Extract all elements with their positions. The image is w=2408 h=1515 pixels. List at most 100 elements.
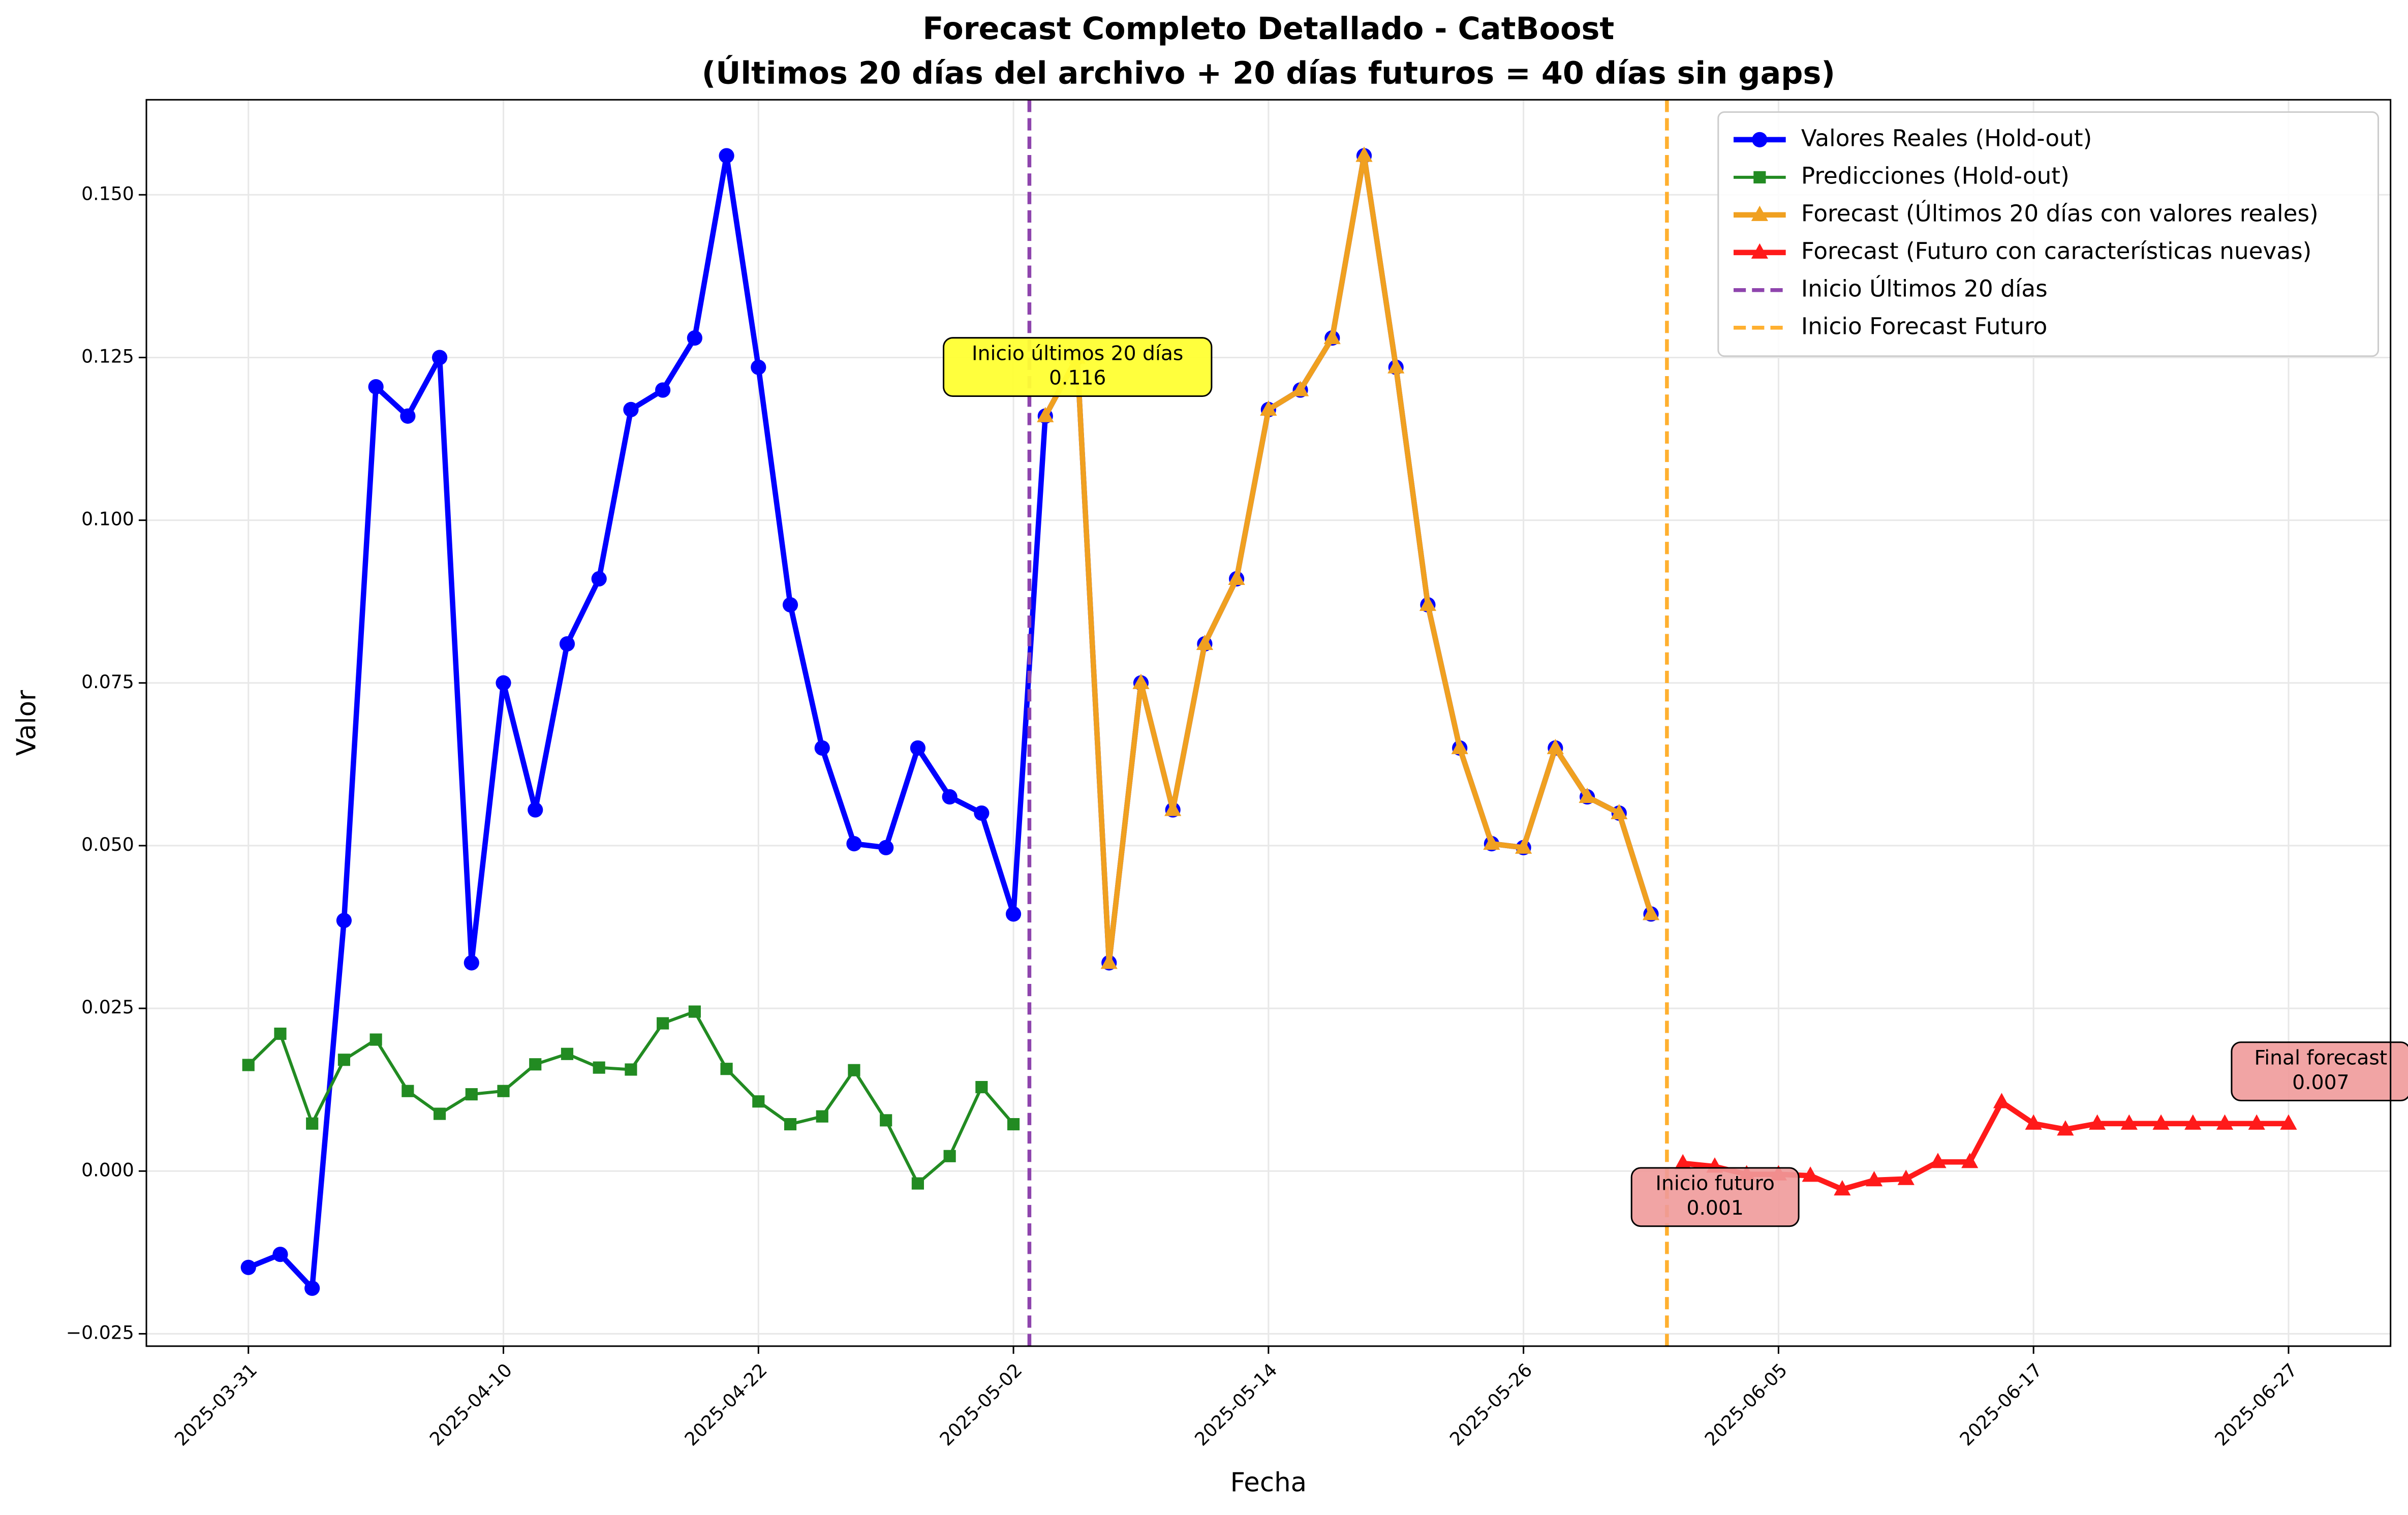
data-point	[1323, 328, 1341, 345]
data-point	[1228, 569, 1245, 585]
data-point	[974, 805, 990, 821]
legend-label: Forecast (Futuro con características nue…	[1801, 237, 2311, 264]
chart-title: Forecast Completo Detallado - CatBoost	[922, 11, 1614, 47]
data-point	[431, 350, 448, 365]
y-tick-label: 0.150	[81, 182, 134, 204]
data-point	[1100, 953, 1118, 969]
y-tick-label: 0.075	[81, 671, 134, 693]
data-point	[1515, 838, 1532, 854]
annotation-box	[943, 337, 1213, 397]
annotation-box	[1630, 1167, 1800, 1227]
legend-marker	[1751, 243, 1768, 259]
legend-box	[1717, 111, 2380, 357]
data-point	[880, 1114, 892, 1127]
data-point	[816, 1110, 828, 1123]
data-point	[274, 1027, 287, 1040]
data-point	[242, 1059, 255, 1071]
plot-frame	[145, 99, 2392, 1347]
data-point	[337, 1054, 350, 1066]
data-point	[2248, 1114, 2265, 1130]
data-point	[1005, 906, 1022, 922]
data-point	[1579, 787, 1596, 803]
data-point	[752, 1095, 765, 1108]
data-point	[848, 1064, 860, 1076]
data-point	[593, 1061, 605, 1074]
data-point	[1419, 595, 1437, 611]
data-point	[2216, 1114, 2234, 1130]
data-point	[878, 840, 894, 855]
data-point	[1674, 1154, 1691, 1169]
data-point	[304, 1280, 320, 1296]
data-point	[751, 359, 766, 375]
y-tick-label: −0.025	[66, 1321, 134, 1343]
data-point	[719, 148, 734, 164]
data-point	[1196, 634, 1214, 651]
data-point	[272, 1247, 288, 1262]
data-point	[1387, 358, 1405, 374]
data-point	[687, 330, 702, 346]
data-point	[529, 1058, 542, 1071]
data-point	[591, 571, 607, 586]
x-axis-label: Fecha	[1230, 1468, 1307, 1498]
annotation-text: Inicio futuro	[1655, 1172, 1775, 1195]
data-point	[2120, 1114, 2138, 1130]
data-point	[1132, 673, 1150, 689]
data-point	[369, 1033, 382, 1046]
data-point	[497, 1085, 510, 1097]
annotation-text: Final forecast	[2255, 1046, 2388, 1069]
data-point	[625, 1063, 637, 1076]
data-point	[1802, 1166, 1819, 1182]
data-point	[1611, 803, 1628, 819]
y-tick-label: 0.125	[81, 345, 134, 367]
data-point	[368, 379, 384, 395]
data-point	[1897, 1169, 1915, 1185]
annotation-text: 0.007	[2292, 1071, 2349, 1094]
legend-label: Predicciones (Hold-out)	[1801, 162, 2070, 189]
data-point	[1164, 800, 1182, 816]
data-point	[1483, 834, 1500, 850]
data-point	[402, 1085, 414, 1097]
annotation-text: 0.116	[1049, 367, 1106, 390]
data-point	[2184, 1114, 2202, 1130]
chart-subtitle: (Últimos 20 días del archivo + 20 días f…	[702, 55, 1835, 91]
data-point	[433, 1107, 446, 1120]
data-point	[2280, 1114, 2297, 1130]
data-point	[559, 636, 575, 652]
data-point	[623, 401, 639, 418]
data-point	[2089, 1114, 2106, 1130]
data-point	[1355, 146, 1373, 162]
data-point	[846, 836, 862, 852]
data-point	[657, 1017, 669, 1030]
data-point	[306, 1117, 319, 1130]
data-point	[1007, 1118, 1020, 1131]
data-point	[814, 740, 830, 756]
data-point	[528, 802, 543, 818]
data-point	[975, 1080, 988, 1094]
data-point	[1929, 1153, 1947, 1168]
series-line	[1043, 153, 1654, 966]
data-point	[240, 1259, 256, 1275]
annotation-box	[2231, 1041, 2408, 1101]
data-point	[1037, 407, 1054, 422]
y-tick-label: 0.025	[81, 996, 134, 1018]
data-point	[465, 1088, 478, 1101]
data-point	[784, 1118, 797, 1131]
data-point	[688, 1005, 701, 1018]
data-point	[336, 913, 352, 929]
data-point	[1834, 1180, 1851, 1196]
data-point	[943, 1150, 956, 1162]
data-point	[782, 597, 798, 613]
data-point	[1865, 1171, 1883, 1187]
data-point	[464, 955, 479, 971]
legend-marker	[1752, 132, 1768, 147]
legend-label: Inicio Últimos 20 días	[1801, 274, 2048, 302]
legend-marker	[1753, 171, 1766, 183]
data-point	[1642, 905, 1660, 920]
data-point	[1260, 400, 1277, 416]
data-point	[911, 1177, 924, 1190]
data-point	[400, 408, 416, 424]
data-point	[496, 675, 511, 691]
data-point	[1961, 1153, 1979, 1168]
y-tick-label: 0.100	[81, 508, 134, 530]
